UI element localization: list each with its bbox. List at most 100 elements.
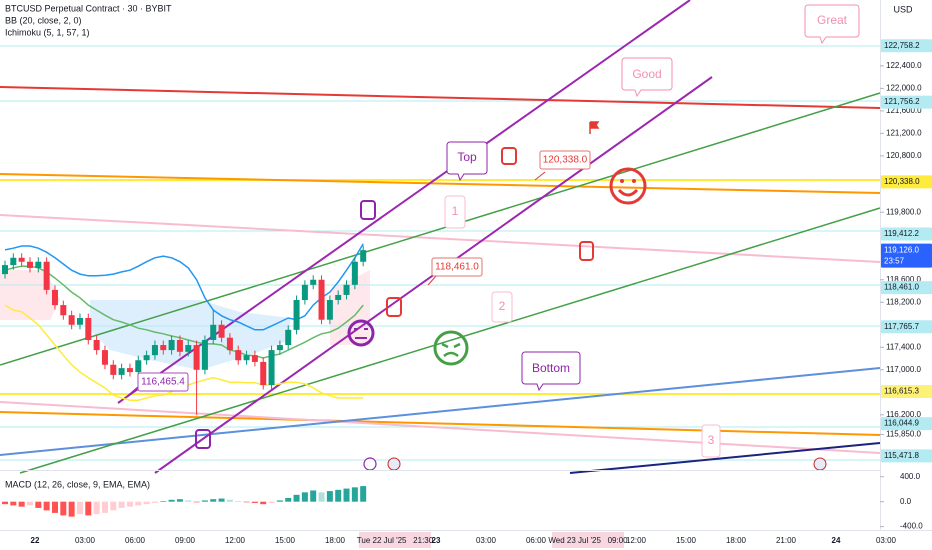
smiley-face xyxy=(354,328,368,339)
trendline xyxy=(0,411,881,436)
event-icon[interactable] xyxy=(813,457,827,471)
levels xyxy=(0,45,880,461)
price-tag-label: 122,758.2 xyxy=(884,41,920,50)
annotation: 116,465.4 xyxy=(141,377,185,388)
countdown: 23:57 xyxy=(884,256,905,265)
price-tag-label: 120,338.0 xyxy=(884,177,920,186)
x-tick-label: 12:00 xyxy=(225,536,246,545)
price-tag-label: 117,765.7 xyxy=(884,322,920,331)
candle-body xyxy=(360,250,367,262)
y-tick-label: 117,400.0 xyxy=(886,342,922,351)
candle-body xyxy=(285,329,292,346)
price-tag xyxy=(881,384,932,398)
y-tick-label: -400.0 xyxy=(900,522,923,531)
candle-body xyxy=(293,300,300,330)
candle-body xyxy=(60,305,67,316)
price-tag-label: 115,471.8 xyxy=(884,451,920,460)
candle-body xyxy=(193,345,200,370)
x-tick-label: 18:00 xyxy=(325,536,346,545)
macd-bar xyxy=(110,501,117,511)
candle-body xyxy=(310,279,317,285)
macd-bar xyxy=(276,500,283,502)
y-tick-label: 119,800.0 xyxy=(886,207,922,216)
macd-bar xyxy=(293,494,300,502)
macd-bar xyxy=(343,488,350,502)
candle-body xyxy=(93,339,100,351)
macd-bar xyxy=(51,501,58,513)
candle-body xyxy=(185,345,192,352)
callout-box xyxy=(491,291,513,323)
macd-bar xyxy=(60,501,67,516)
candle-body xyxy=(226,337,233,351)
annotation: Top xyxy=(457,150,477,164)
x-tick-label: Tue 22 Jul '25 21:30 xyxy=(357,536,434,545)
annotation: 2 xyxy=(499,299,506,313)
annotation: 120,338.0 xyxy=(543,155,588,166)
smiley-mouth xyxy=(617,188,639,197)
y-tick-label: 121,600.0 xyxy=(886,106,922,115)
candle-body xyxy=(268,350,275,386)
trendlines xyxy=(0,0,881,474)
macd-bar xyxy=(218,498,225,502)
candle-body xyxy=(218,324,225,338)
macd-bar xyxy=(360,486,367,502)
currency-label: USD xyxy=(893,4,913,14)
macd-bar xyxy=(201,500,208,502)
x-tick-label: 15:00 xyxy=(676,536,697,545)
candle-body xyxy=(318,279,325,320)
candle-body xyxy=(201,339,208,370)
trendline xyxy=(0,86,881,109)
smiley-eye xyxy=(620,179,624,183)
callout-box xyxy=(431,257,483,277)
icons xyxy=(195,121,827,471)
macd-bar xyxy=(160,501,167,502)
price-tag xyxy=(881,227,932,241)
annotation: Good xyxy=(632,67,661,81)
x-tick-label: 06:00 xyxy=(526,536,547,545)
macd-bar xyxy=(226,499,233,502)
hand-icon xyxy=(501,147,517,165)
macd-bar xyxy=(243,501,250,503)
x-tick-label: 23 xyxy=(432,536,441,545)
callout-box xyxy=(521,351,581,392)
x-tick-label: 18:00 xyxy=(726,536,747,545)
indicator-legend: MACD (12, 26, close, 9, EMA, EMA) xyxy=(5,479,150,489)
time-highlight xyxy=(552,532,624,548)
candle-body xyxy=(126,368,133,373)
smiley xyxy=(433,330,469,366)
y-tick-label: 122,400.0 xyxy=(886,61,922,70)
annotations: Great Good Top 1 2 3 Bottom 120,338.0 11… xyxy=(137,4,860,458)
macd-bar xyxy=(210,499,217,502)
candle-body xyxy=(76,318,83,325)
annotation: Bottom xyxy=(532,361,570,375)
macd-bar xyxy=(35,501,42,508)
price-tag-label: 121,756.2 xyxy=(884,97,920,106)
candle-body xyxy=(301,284,308,301)
event-icon[interactable] xyxy=(363,457,377,471)
x-tick-label: 06:00 xyxy=(125,536,146,545)
trendline xyxy=(19,207,881,474)
x-tick-label: 15:00 xyxy=(275,536,296,545)
callout-box xyxy=(539,150,591,170)
macd-bar xyxy=(126,501,133,507)
candle-body xyxy=(235,350,242,361)
y-tick-label: 400.0 xyxy=(900,472,921,481)
trendline xyxy=(0,173,881,194)
candle-body xyxy=(343,284,350,295)
hand-icon xyxy=(579,241,594,261)
event-icon[interactable] xyxy=(387,457,401,471)
x-tick-label: 12:00 xyxy=(626,536,647,545)
axes: 122,400.0 122,000.0 121,600.0 121,200.0 120,… xyxy=(31,39,932,548)
hand-icon xyxy=(195,429,211,449)
macd-bar xyxy=(76,501,83,515)
macd-bar xyxy=(235,501,242,502)
candle-body xyxy=(143,355,150,361)
candle-body xyxy=(135,360,142,373)
price-tag xyxy=(881,281,932,295)
y-tick-label: 117,000.0 xyxy=(886,365,922,374)
x-tick-label: 22 xyxy=(31,536,40,545)
callout-box xyxy=(137,372,189,392)
macd-bar xyxy=(143,501,150,505)
y-tick-label: 120,800.0 xyxy=(886,151,922,160)
